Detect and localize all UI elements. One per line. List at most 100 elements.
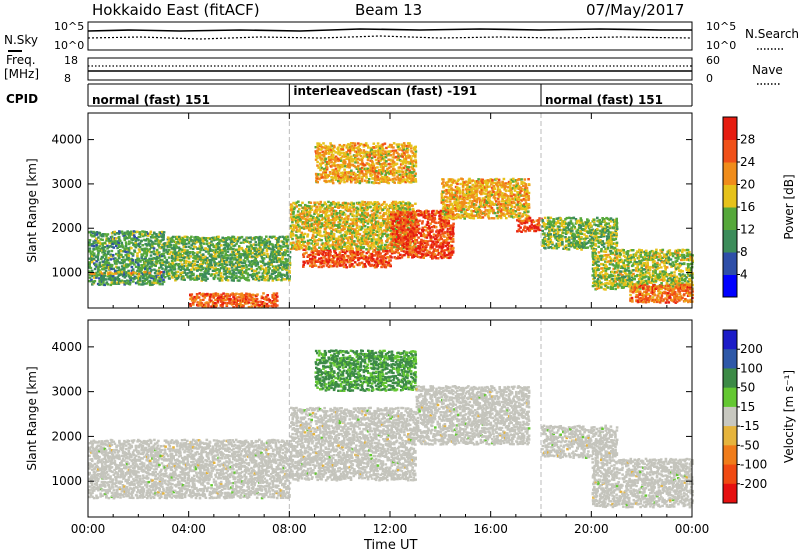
data-cell [294,202,297,205]
data-cell [309,229,313,233]
data-cell [324,222,328,225]
data-cell [278,244,282,248]
data-cell [288,269,291,273]
data-cell [140,267,144,270]
data-cell [210,255,213,259]
data-cell [332,246,335,250]
data-cell [411,207,415,211]
data-cell [320,145,324,149]
data-cell [113,260,116,263]
data-cell [206,277,209,280]
data-cell [274,245,277,249]
data-cell [162,238,165,241]
data-cell [244,260,247,263]
data-cell [382,258,385,262]
data-cell [369,256,372,259]
data-cell [318,153,322,157]
freq-panel-frame [87,57,693,81]
data-cell [362,221,365,224]
data-cell [334,173,337,176]
data-cell [351,252,354,256]
data-cell [372,223,375,226]
data-cell [197,247,201,250]
data-cell [149,246,153,249]
data-cell [232,258,235,261]
data-cell [152,242,156,245]
data-cell [359,149,362,152]
data-cell [367,218,371,221]
data-cell [338,211,342,215]
data-cell [119,231,122,234]
data-cell [313,264,316,267]
data-cell [271,272,275,275]
data-cell [146,271,149,274]
data-cell [116,259,119,263]
data-cell [178,249,181,252]
data-cell [330,155,333,158]
data-cell [289,209,293,212]
data-cell [278,266,282,270]
data-cell [167,277,171,280]
data-cell [227,267,231,270]
data-cell [124,271,128,274]
data-cell [96,249,100,252]
data-cell [266,294,269,297]
data-cell [284,261,287,264]
data-cell [352,265,356,268]
data-cell [284,252,287,255]
data-cell [150,265,153,268]
data-cell [110,235,114,238]
data-cell [223,260,226,263]
data-cell [322,171,325,174]
data-cell [189,247,192,250]
data-cell [137,267,140,270]
data-cell [243,250,246,254]
data-cell [324,150,327,153]
data-cell [152,256,156,260]
data-cell [102,281,105,284]
data-cell [382,169,385,173]
data-cell [195,293,199,296]
data-cell [342,220,346,224]
data-cell [167,261,170,264]
data-cell [340,242,343,245]
data-cell [105,234,108,238]
data-cell [178,238,181,241]
data-cell [310,208,314,211]
data-cell [355,214,359,217]
data-cell [229,236,232,240]
data-cell [145,272,149,276]
data-cell [188,268,191,272]
data-cell [345,245,348,249]
data-cell [337,169,341,172]
data-cell [303,252,306,255]
data-cell [377,207,381,210]
data-cell [267,255,270,258]
data-cell [248,273,252,277]
data-cell [385,260,388,264]
data-cell [338,245,341,249]
data-cell [306,241,309,245]
data-cell [223,246,227,250]
data-cell [156,259,160,263]
data-cell [355,232,358,236]
data-cell [397,177,401,180]
data-cell [377,245,381,248]
data-cell [385,230,388,233]
data-cell [348,152,352,155]
data-cell [385,203,388,206]
data-cell [347,254,350,258]
data-cell [222,270,226,273]
data-cell [281,257,284,261]
data-cell [92,257,96,260]
data-cell [231,256,234,260]
data-cell [213,275,217,279]
data-cell [338,255,341,259]
data-cell [137,265,141,268]
data-cell [227,236,230,239]
data-cell [237,270,241,274]
data-cell [258,243,262,247]
data-cell [183,252,186,255]
data-cell [137,283,141,286]
data-cell [144,277,147,280]
